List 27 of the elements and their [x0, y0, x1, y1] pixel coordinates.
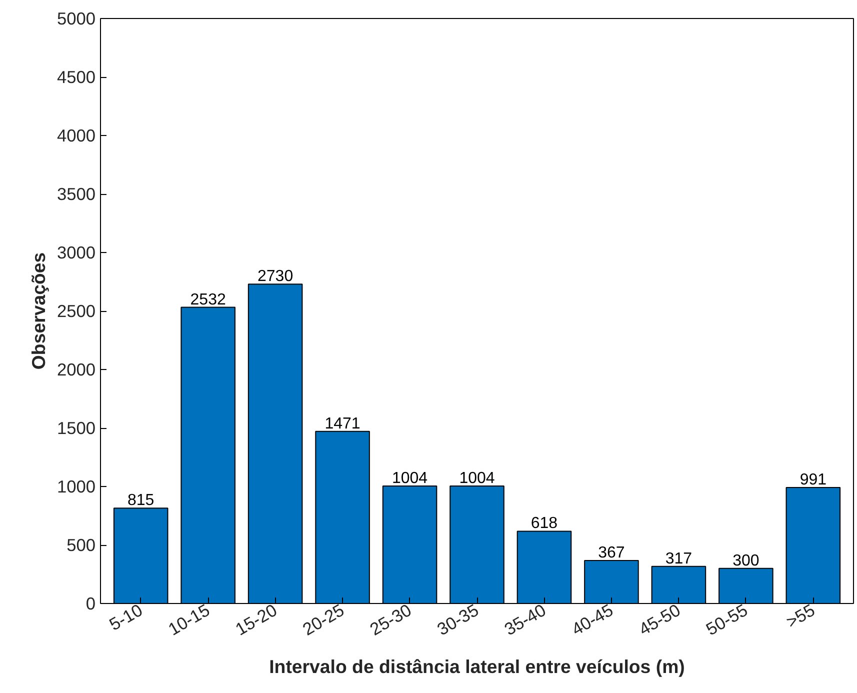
data-label: 991 [800, 472, 827, 489]
y-tick-label: 2500 [56, 301, 96, 321]
y-tick-label: 4500 [56, 67, 96, 87]
y-tick-label: 3500 [56, 184, 96, 204]
y-axis-title: Observações [28, 252, 49, 370]
data-label: 618 [530, 515, 558, 532]
y-tick-label: 1000 [56, 476, 96, 496]
x-tick-label: 45-50 [635, 600, 684, 640]
y-tick-label: 5000 [56, 8, 96, 28]
data-label: 2730 [258, 268, 294, 286]
y-tick-label: 3000 [56, 242, 96, 262]
x-tick-label: >55 [782, 600, 818, 632]
data-label: 300 [732, 552, 760, 570]
data-label: 1004 [459, 470, 495, 488]
x-axis-title: Intervalo de distância lateral entre veículos (m) [269, 656, 685, 677]
y-tick-label: 0 [86, 594, 96, 614]
data-label: 317 [665, 550, 692, 568]
data-label: 815 [127, 492, 154, 510]
y-tick-label: 1500 [56, 418, 96, 438]
data-label: 2532 [190, 291, 226, 308]
data-label: 367 [598, 544, 625, 562]
data-label: 1004 [392, 470, 428, 488]
y-tick-label: 2000 [56, 360, 96, 380]
data-label: 1471 [324, 415, 360, 432]
x-tick-label: 5-10 [106, 600, 146, 634]
y-tick-label: 4000 [56, 126, 96, 146]
y-tick-label: 500 [66, 535, 96, 555]
